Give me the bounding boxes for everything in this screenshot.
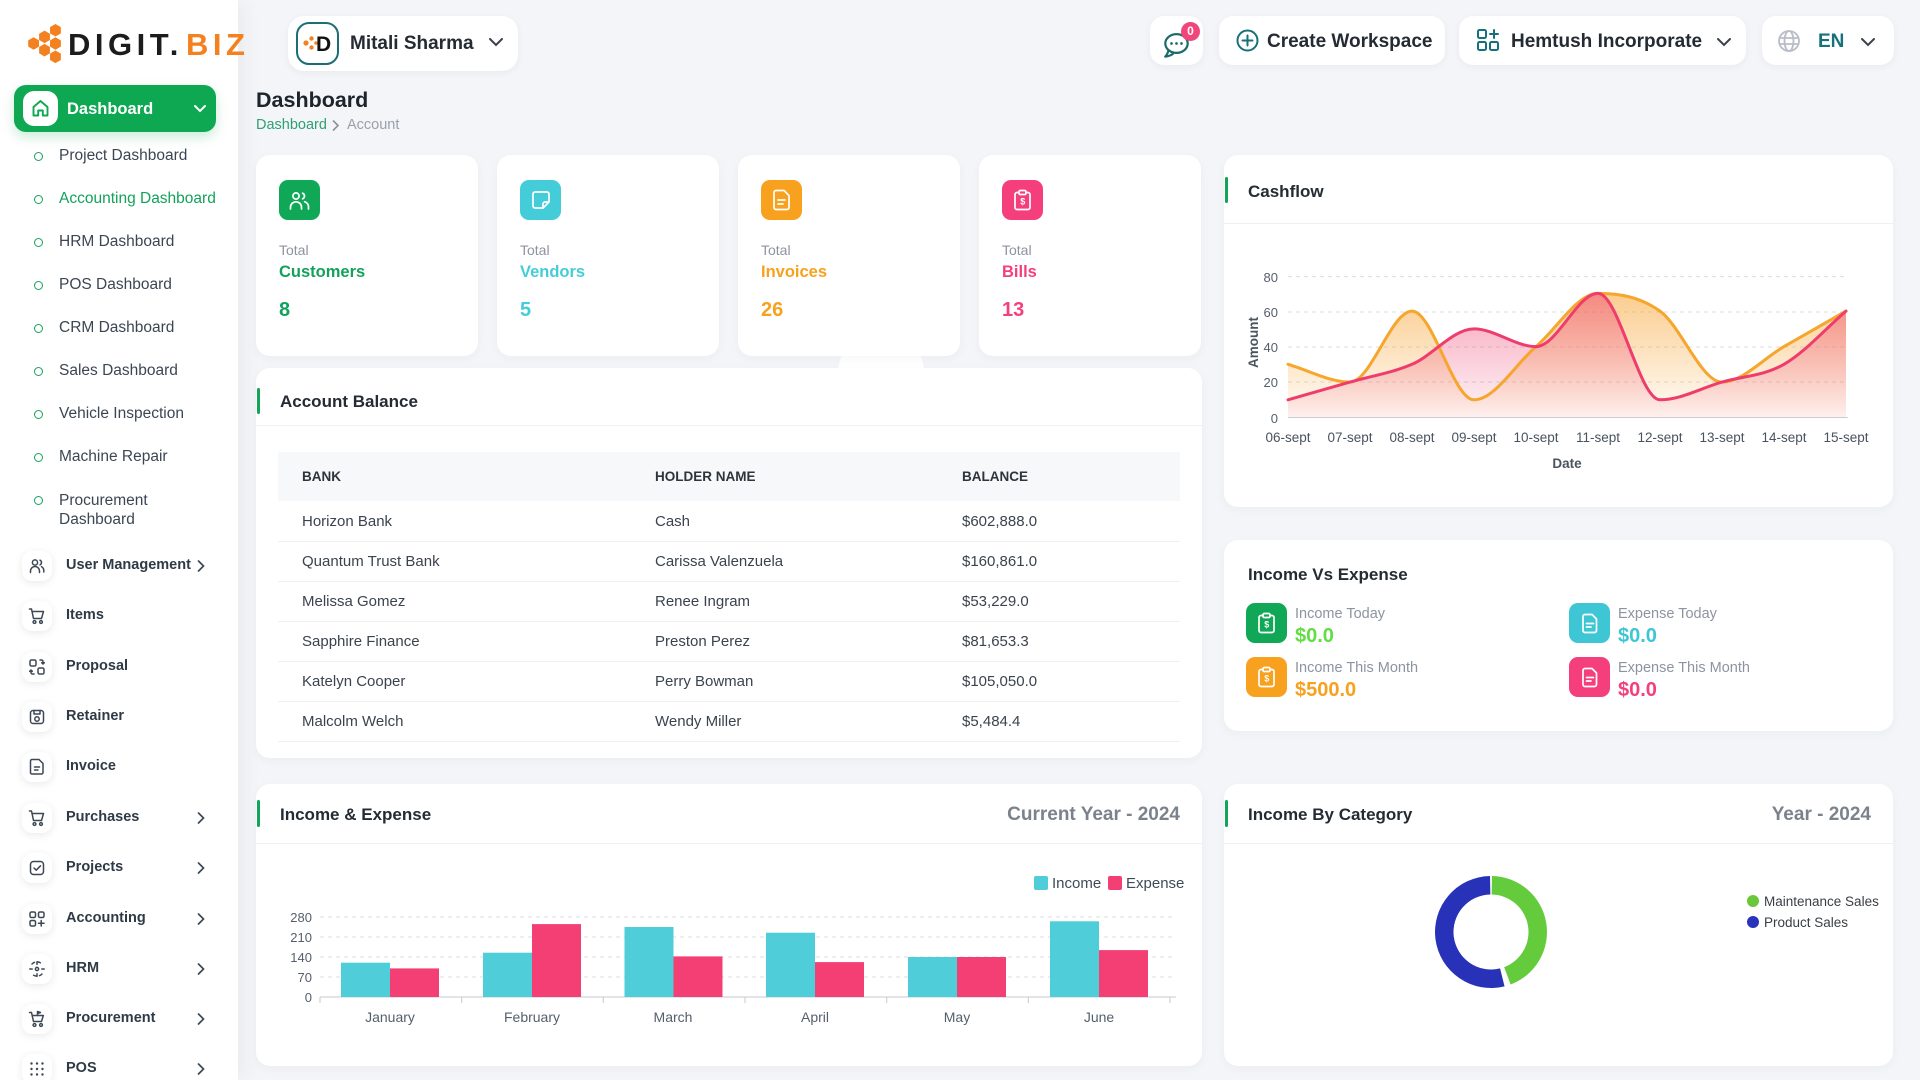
svg-text:$: $ [1264, 674, 1269, 684]
svg-text:$: $ [1020, 197, 1025, 207]
svg-text:Expense: Expense [1126, 875, 1184, 892]
svg-text:DIGIT.: DIGIT. [68, 27, 183, 62]
svg-text:BIZ: BIZ [186, 27, 249, 62]
svg-text:Income: Income [1052, 875, 1101, 892]
svg-text:$: $ [1264, 620, 1269, 630]
svg-text:D: D [316, 33, 331, 56]
